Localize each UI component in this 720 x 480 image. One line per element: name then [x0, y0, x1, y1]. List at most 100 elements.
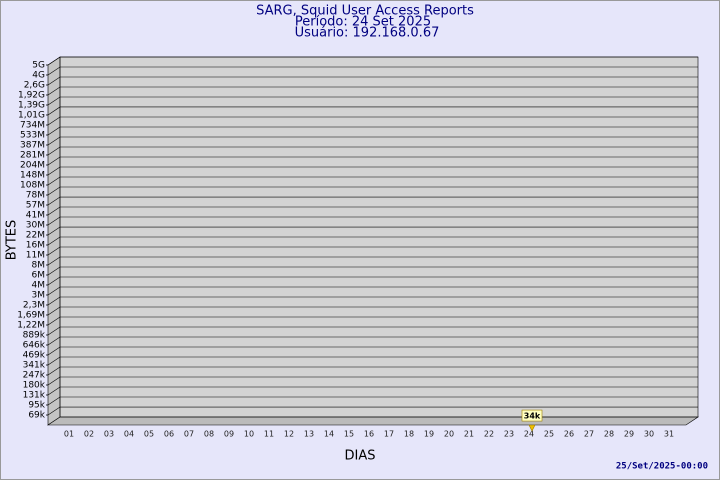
x-tick-label: 17 — [384, 430, 394, 439]
y-tick-label: 69k — [28, 411, 45, 421]
y-tick-label: 78M — [26, 191, 45, 201]
x-tick-label: 08 — [204, 430, 214, 439]
chart-subtitle: Período: 24 Set 2025 — [295, 15, 431, 30]
grid-line — [47, 136, 698, 146]
x-tick-label: 28 — [604, 430, 614, 439]
y-tick-label: 387M — [20, 141, 45, 151]
y-tick-label: 469k — [23, 351, 46, 361]
x-tick-label: 27 — [584, 430, 594, 439]
y-tick-label: 734M — [20, 121, 45, 131]
y-tick-label: 180k — [23, 380, 46, 390]
x-tick-label: 09 — [224, 430, 234, 439]
x-tick-label: 03 — [104, 430, 114, 439]
y-tick-label: 3M — [32, 290, 46, 300]
x-tick-label: 26 — [564, 430, 574, 439]
x-tick-label: 21 — [464, 430, 474, 439]
y-tick-label: 281M — [20, 150, 45, 160]
data-point — [528, 424, 536, 432]
y-tick-label: 247k — [23, 371, 46, 381]
value-label-box — [521, 409, 543, 422]
grid-line — [47, 146, 698, 156]
x-tick-label: 24 — [524, 430, 534, 439]
y-tick-label: 4G — [32, 70, 45, 80]
y-tick-label: 57M — [26, 201, 45, 211]
grid-line — [47, 406, 698, 416]
grid-line — [47, 346, 698, 356]
grid-line — [47, 326, 698, 336]
y-tick-label: 2,3M — [23, 300, 45, 310]
grid-line — [47, 236, 698, 246]
grid-line — [47, 226, 698, 236]
x-tick-label: 02 — [84, 430, 94, 439]
x-tick-label: 20 — [444, 430, 454, 439]
grid-line — [47, 166, 698, 176]
y-tick-label: 11M — [26, 251, 45, 261]
grid-line — [47, 246, 698, 256]
y-tick-label: 1,69M — [17, 310, 45, 320]
y-tick-label: 131k — [23, 391, 46, 401]
y-tick-label: 646k — [23, 340, 46, 350]
y-axis-label: BYTES — [5, 220, 20, 261]
y-tick-label: 341k — [23, 361, 46, 371]
grid-line — [47, 216, 698, 226]
grid-line — [47, 106, 698, 116]
y-tick-label: 6M — [32, 271, 46, 281]
footer: 25/Set/2025-00:00 — [616, 462, 708, 472]
x-tick-label: 07 — [184, 430, 194, 439]
grid-line — [47, 286, 698, 296]
y-tick-label: 889k — [23, 331, 46, 341]
x-tick-label: 12 — [284, 430, 294, 439]
grid-line — [47, 176, 698, 186]
y-tick-label: 1,39G — [18, 101, 45, 111]
grid-line — [47, 276, 698, 286]
y-tick-label: 108M — [20, 181, 45, 191]
grid-line — [47, 266, 698, 276]
x-tick-label: 05 — [144, 430, 154, 439]
grid-line — [47, 186, 698, 196]
y-tick-label: 1,01G — [18, 110, 45, 120]
y-tick-label: 533M — [20, 131, 45, 141]
grid-line — [47, 336, 698, 346]
x-tick-label: 01 — [64, 430, 74, 439]
grid-line — [47, 256, 698, 266]
plot-area — [48, 57, 698, 425]
x-tick-label: 19 — [424, 430, 434, 439]
grid-line — [47, 206, 698, 216]
grid-line — [47, 316, 698, 326]
x-tick-label: 10 — [244, 430, 254, 439]
grid-line — [47, 56, 698, 66]
x-tick-label: 15 — [344, 430, 354, 439]
y-tick-label: 22M — [26, 231, 45, 241]
y-tick-label: 4M — [32, 280, 46, 290]
y-tick-label: 204M — [20, 161, 45, 171]
y-tick-label: 95k — [28, 400, 45, 410]
grid-line — [47, 366, 698, 376]
y-tick-label: 41M — [26, 211, 45, 221]
x-tick-label: 30 — [644, 430, 654, 439]
x-axis-label: DIAS — [345, 449, 376, 464]
grid-line — [47, 76, 698, 86]
x-tick-label: 23 — [504, 430, 514, 439]
x-tick-label: 31 — [664, 430, 674, 439]
x-tick-label: 29 — [624, 430, 634, 439]
grid-line — [47, 296, 698, 306]
y-tick-label: 2,6G — [24, 80, 45, 90]
grid-line — [47, 396, 698, 406]
chart-title: SARG, Squid User Access Reports — [256, 4, 474, 19]
grid-line — [47, 96, 698, 106]
x-tick-label: 22 — [484, 430, 494, 439]
grid-line — [47, 156, 698, 166]
chart-subtitle: Usuário: 192.168.0.67 — [295, 26, 440, 41]
grid-line — [47, 196, 698, 206]
grid-line — [47, 116, 698, 126]
y-tick-label: 5G — [32, 61, 45, 71]
x-tick-label: 04 — [124, 430, 134, 439]
y-tick-label: 148M — [20, 171, 45, 181]
grid-line — [47, 376, 698, 386]
x-tick-label: 11 — [264, 430, 274, 439]
grid-line — [47, 86, 698, 96]
x-tick-label: 14 — [324, 430, 334, 439]
value-label: 34k — [524, 412, 541, 421]
